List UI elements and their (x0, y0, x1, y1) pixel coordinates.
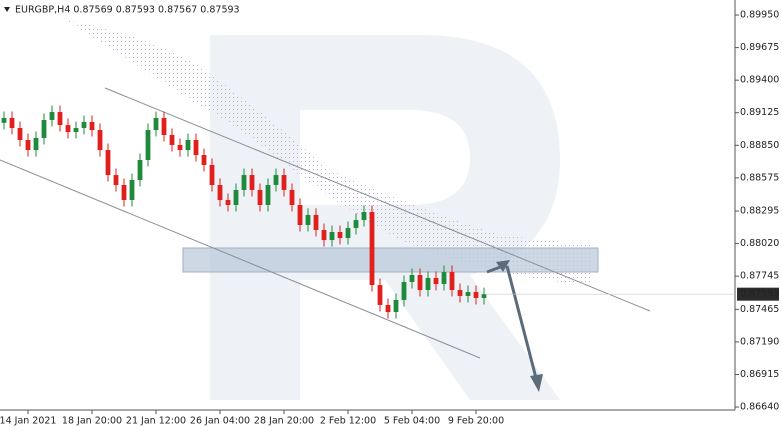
candle-body (265, 184, 271, 205)
candle-body (65, 125, 71, 133)
y-tick-label: 0.89125 (740, 107, 779, 118)
candle-body (73, 128, 79, 133)
candle-body (257, 189, 263, 205)
candle-body (105, 150, 111, 176)
plot-area (1, 105, 487, 319)
y-tick-label: 0.89675 (740, 42, 779, 53)
candle-body (129, 180, 135, 201)
candle-body (41, 119, 47, 138)
arrow-head (530, 374, 543, 392)
candle-body (145, 130, 151, 160)
candle-body (153, 117, 159, 131)
candle-body (465, 292, 471, 296)
arrow-head (496, 260, 510, 272)
candle-body (169, 135, 175, 145)
y-tick-label: 0.86915 (740, 369, 779, 380)
candle-body (249, 175, 255, 190)
candle-body (361, 211, 367, 221)
x-tick-label: 21 Jan 12:00 (126, 416, 186, 427)
candle-body (385, 304, 391, 313)
candle-body (393, 299, 399, 313)
candle-body (417, 274, 423, 291)
candle-body (209, 164, 215, 185)
y-tick-label: 0.88020 (740, 238, 779, 249)
candle-body (193, 139, 199, 156)
last-price-label: 0.87593 (740, 289, 779, 300)
y-tick-label: 0.89400 (740, 75, 779, 86)
candle-body (289, 189, 295, 205)
candle-body (33, 137, 39, 151)
candle-body (81, 121, 87, 129)
candle-body (305, 214, 311, 226)
candle-body (225, 200, 231, 205)
candle-body (377, 285, 383, 305)
x-tick-label: 5 Feb 04:00 (384, 416, 440, 427)
y-tick-label: 0.87745 (740, 271, 779, 282)
forecast-arrow-down (505, 265, 538, 379)
candle-body (177, 144, 183, 151)
candle-body (161, 117, 167, 136)
candle-body (425, 277, 431, 291)
candle-body (441, 272, 447, 284)
candle-body (57, 112, 63, 126)
candle-body (353, 220, 359, 228)
channel-lower (0, 159, 481, 359)
y-tick-label: 0.88850 (740, 140, 779, 151)
channel-upper (104, 87, 651, 312)
candle-body (369, 211, 375, 286)
candle-body (137, 159, 143, 181)
candle-body (121, 184, 127, 201)
x-tick-label: 28 Jan 20:00 (254, 416, 314, 427)
candle-body (241, 175, 247, 190)
candle-body (49, 112, 55, 120)
candle-body (217, 184, 223, 201)
candle-body (473, 292, 479, 298)
candle-body (409, 274, 415, 282)
candle-body (337, 232, 343, 239)
menu-arrow (4, 7, 10, 12)
candle-body (313, 214, 319, 230)
candle-body (329, 232, 335, 241)
candle-body (17, 128, 23, 140)
candle-body (201, 155, 207, 165)
candle-body (1, 117, 7, 123)
candle-body (433, 277, 439, 284)
x-tick-label: 18 Jan 20:00 (62, 416, 122, 427)
candle-body (297, 205, 303, 226)
candle-body (233, 189, 239, 205)
y-tick-label: 0.87190 (740, 336, 779, 347)
x-tick-label: 9 Feb 20:00 (448, 416, 504, 427)
y-tick-label: 0.88575 (740, 172, 779, 183)
candle-body (9, 117, 15, 129)
support-zone (182, 247, 599, 273)
candle-body (457, 290, 463, 296)
candle-body (89, 121, 95, 131)
candle-body (481, 294, 487, 298)
last-price-box (737, 287, 779, 301)
x-tick-label: 26 Jan 04:00 (190, 416, 250, 427)
x-tick-label: 2 Feb 12:00 (320, 416, 376, 427)
candle-body (97, 130, 103, 151)
candle-body (281, 175, 287, 190)
candle-body (401, 281, 407, 300)
y-tick-label: 0.88295 (740, 206, 779, 217)
y-tick-label: 0.87465 (740, 304, 779, 315)
candle-body (449, 272, 455, 291)
candle-body (185, 139, 191, 151)
candle-body (345, 227, 351, 239)
candle-body (25, 139, 31, 151)
candle-body (113, 175, 119, 185)
y-tick-label: 0.86640 (740, 402, 779, 413)
ichimoku-cloud (65, 20, 590, 285)
y-tick-label: 0.89950 (740, 10, 779, 21)
chart-title: EURGBP,H4 0.87569 0.87593 0.87567 0.8759… (15, 5, 240, 16)
candle-body (321, 229, 327, 241)
x-tick-label: 14 Jan 2021 (0, 416, 56, 427)
candle-body (273, 175, 279, 185)
